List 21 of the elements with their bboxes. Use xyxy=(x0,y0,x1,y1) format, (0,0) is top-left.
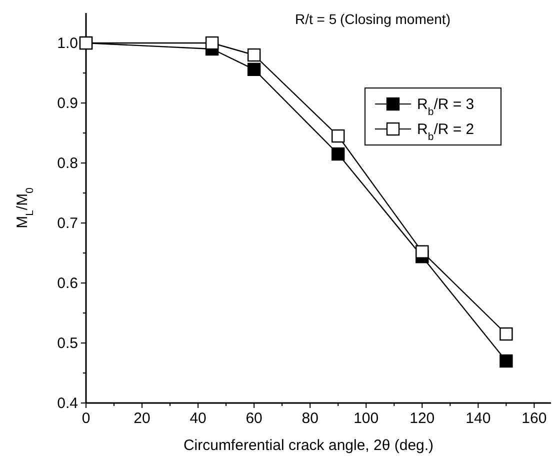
x-tick-label: 20 xyxy=(134,410,150,427)
x-tick-label: 40 xyxy=(190,410,206,427)
x-axis-title: Circumferential crack angle, 2θ (deg.) xyxy=(183,437,434,454)
y-tick-label: 0.7 xyxy=(57,215,78,232)
x-tick-label: 160 xyxy=(522,410,547,427)
x-tick-label: 60 xyxy=(246,410,262,427)
x-tick-label: 0 xyxy=(82,410,90,427)
legend-label: R$_{b}$/R = 3 xyxy=(417,96,474,118)
y-tick-label: 0.5 xyxy=(57,335,78,352)
y-tick-label: 1.0 xyxy=(57,35,78,52)
annotation: R/t = 5 xyxy=(295,11,337,27)
x-tick-label: 120 xyxy=(410,410,435,427)
y-tick-label: 0.6 xyxy=(57,275,78,292)
x-tick-label: 80 xyxy=(302,410,318,427)
legend-label: R$_{b}$/R = 2 xyxy=(417,121,474,143)
y-tick-label: 0.9 xyxy=(57,95,78,112)
x-tick-label: 100 xyxy=(354,410,379,427)
annotation: (Closing moment) xyxy=(340,11,450,27)
y-tick-label: 0.4 xyxy=(57,395,78,412)
y-tick-label: 0.8 xyxy=(57,155,78,172)
x-tick-label: 140 xyxy=(466,410,491,427)
